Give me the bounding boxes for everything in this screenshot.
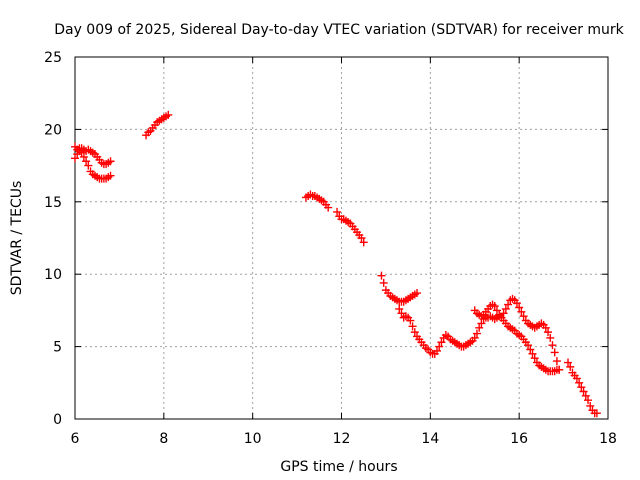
data-point [544,328,553,337]
data-point [550,348,559,357]
data-point [379,278,388,287]
axis-ticks: 6 8 10 12 14 16 18 0 5 10 15 20 25 [44,50,617,447]
data-point [504,300,513,309]
x-axis-label: GPS time / hours [280,459,397,475]
data-point [106,157,115,166]
data-point [324,203,333,212]
data-point [475,323,484,332]
data-point [77,148,86,157]
data-point [566,362,575,371]
x-tick-label: 18 [599,431,617,447]
data-point [106,171,115,180]
data-point [526,345,535,354]
chart-title: Day 009 of 2025, Sidereal Day-to-day VTE… [54,22,624,38]
data-point [497,313,506,322]
series-seg5 [333,207,368,247]
data-point [530,354,539,363]
data-point [435,342,444,351]
series-seg6 [377,271,422,306]
data-point [564,358,573,367]
series-seg2 [71,147,115,183]
y-tick-label: 15 [44,195,62,211]
data-point [528,349,537,358]
data-point [82,157,91,166]
data-point [490,302,499,311]
data-point [408,322,417,331]
x-tick-label: 10 [244,431,262,447]
series-seg3 [142,110,173,140]
data-point [584,396,593,405]
y-tick-label: 0 [53,412,62,428]
data-point [541,323,550,332]
data-point [501,304,510,313]
data-point [579,387,588,396]
x-tick-label: 14 [421,431,439,447]
data-point [395,304,404,313]
data-point [410,328,419,337]
data-point [575,378,584,387]
series-seg8 [470,294,564,374]
data-point [499,309,508,318]
series-seg4 [301,190,333,212]
data-point [71,154,79,163]
grid-lines [75,57,608,419]
data-point [470,333,479,342]
data-point [333,207,342,216]
y-tick-label: 5 [53,340,62,356]
data-point [592,409,601,418]
data-point [555,365,564,374]
data-point [519,312,528,321]
data-point [517,307,526,316]
x-tick-label: 16 [510,431,528,447]
data-point [512,299,521,308]
data-point [492,306,501,315]
x-tick-label: 8 [159,431,168,447]
series-seg1 [71,142,115,169]
data-point [397,309,406,318]
data-points [71,110,601,418]
data-point [437,338,446,347]
x-tick-label: 12 [333,431,351,447]
y-tick-label: 10 [44,267,62,283]
data-point [581,391,590,400]
data-point [359,238,368,247]
data-point [552,357,561,366]
data-point [84,161,93,170]
data-point [164,110,173,119]
y-tick-label: 20 [44,122,62,138]
series-seg9 [564,358,601,418]
data-point [79,152,88,161]
data-point [577,383,586,392]
data-point [546,333,555,342]
y-axis-label: SDTVAR / TECUs [9,181,25,296]
data-point [413,289,422,298]
data-point [477,319,486,328]
data-point [586,401,595,410]
data-point [472,329,481,338]
data-point [572,374,581,383]
data-point [377,271,386,280]
data-point [432,346,441,355]
data-point [357,234,366,242]
x-tick-label: 6 [71,431,80,447]
data-point [524,341,533,350]
y-tick-label: 25 [44,50,62,66]
data-point [406,316,415,325]
data-point [515,303,524,312]
data-point [548,341,557,350]
